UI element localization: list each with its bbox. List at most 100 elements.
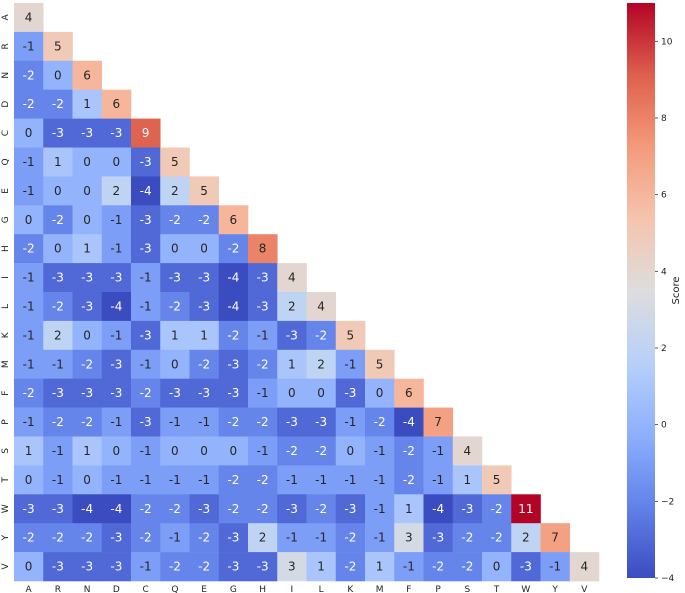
heatmap-cell-M-N (72, 349, 103, 379)
heatmap-cell-I-Q (160, 263, 190, 293)
heatmap-cell-value-N-R: 0 (54, 68, 62, 82)
heatmap-cell-Y-W (511, 523, 541, 553)
heatmap-cell-value-W-D: -4 (110, 502, 122, 516)
heatmap-cell-value-E-E: 5 (200, 184, 208, 198)
heatmap-cell-M-Q (160, 349, 190, 379)
heatmap-cell-value-F-A: -2 (23, 386, 35, 400)
heatmap-cell-V-C (131, 552, 161, 582)
heatmap-cell-F-D (101, 378, 132, 408)
heatmap-cell-P-M (365, 407, 395, 437)
heatmap-cell-value-K-A: -1 (23, 328, 35, 342)
x-tick-label-P: P (435, 585, 441, 593)
heatmap-cell-value-K-L: -2 (315, 328, 327, 342)
y-tick-label-M: M (1, 360, 11, 368)
heatmap-cell-G-E (189, 205, 220, 235)
heatmap-cell-value-M-E: -2 (198, 357, 210, 371)
heatmap-cell-T-G (218, 465, 249, 495)
heatmap-cell-H-N (72, 234, 103, 264)
heatmap-cell-M-R (43, 349, 73, 379)
heatmap-cell-V-G (218, 552, 249, 582)
heatmap-cell-value-V-L: 1 (317, 560, 325, 574)
heatmap-cell-value-V-A: 0 (25, 560, 33, 574)
heatmap-cell-value-P-N: -2 (81, 415, 93, 429)
heatmap-cell-value-F-C: -2 (140, 386, 152, 400)
heatmap-cell-M-L (306, 349, 337, 379)
heatmap-cell-value-W-K: -3 (344, 502, 356, 516)
heatmap-cell-N-A (14, 60, 44, 90)
y-tick-label-Q: Q (1, 158, 11, 165)
heatmap-cell-value-L-H: -3 (257, 299, 269, 313)
colorbar-tick-label: 8 (661, 114, 667, 124)
heatmap-cell-S-I (277, 436, 307, 466)
heatmap-cell-V-D (101, 552, 132, 582)
heatmap-cell-W-G (218, 494, 249, 524)
heatmap-cell-value-I-D: -3 (110, 271, 122, 285)
heatmap-cell-value-Y-D: -3 (110, 531, 122, 545)
heatmap-cell-V-I (277, 552, 307, 582)
heatmap-cell-A-A (14, 3, 44, 33)
heatmap-cell-V-F (394, 552, 424, 582)
heatmap-cell-value-Y-P: -3 (432, 531, 444, 545)
heatmap-cell-value-Y-N: -2 (81, 531, 93, 545)
heatmap-cell-value-P-M: -2 (374, 415, 386, 429)
heatmap-cell-P-H (248, 407, 278, 437)
x-tick-label-W: W (521, 585, 530, 593)
heatmap-cell-P-C (131, 407, 161, 437)
heatmap-cell-F-N (72, 378, 103, 408)
heatmap-cell-value-G-G: 6 (230, 213, 238, 227)
heatmap-cell-F-R (43, 378, 73, 408)
heatmap-cell-Q-A (14, 147, 44, 177)
heatmap-cell-value-R-A: -1 (23, 39, 35, 53)
heatmap-cell-K-D (101, 320, 132, 351)
heatmap-cell-value-N-N: 6 (83, 68, 91, 82)
heatmap-cell-K-Q (160, 320, 190, 351)
heatmap-cell-P-N (72, 407, 103, 437)
heatmap-cell-S-A (14, 436, 44, 466)
heatmap-cell-value-R-R: 5 (54, 39, 62, 53)
heatmap-cell-T-I (277, 465, 307, 495)
x-tick-label-F: F (406, 585, 411, 593)
heatmap-cell-V-H (248, 552, 278, 582)
heatmap-cell-W-H (248, 494, 278, 524)
heatmap-cell-value-Y-Y: 7 (551, 531, 559, 545)
heatmap-cell-value-S-R: -1 (52, 444, 64, 458)
heatmap-cell-value-A-A: 4 (25, 10, 33, 24)
heatmap-cell-S-L (306, 436, 337, 466)
heatmap-cell-value-T-G: -2 (227, 473, 239, 487)
heatmap-cell-Y-M (365, 523, 395, 553)
heatmap-cell-K-L (306, 320, 337, 351)
heatmap-cell-value-T-R: -1 (52, 473, 64, 487)
heatmap-cell-value-H-N: 1 (83, 242, 91, 256)
heatmap-cell-value-M-K: -1 (344, 357, 356, 371)
heatmap-cell-value-W-A: -3 (23, 502, 35, 516)
heatmap-cell-D-R (43, 89, 73, 119)
heatmap-cell-S-C (131, 436, 161, 466)
heatmap-cell-value-M-Q: 0 (171, 357, 179, 371)
heatmap-cell-value-Y-Q: -1 (169, 531, 181, 545)
heatmap-cell-value-L-R: -2 (52, 299, 64, 313)
heatmap-cell-T-P (423, 465, 454, 495)
heatmap-cell-Q-D (101, 147, 132, 177)
y-axis-tick-labels: A R N D C Q E G H I L K M F P S T W Y V (1, 14, 11, 570)
y-tick-label-F: F (1, 391, 11, 396)
heatmap-cell-F-C (131, 378, 161, 408)
x-tick-label-L: L (319, 585, 324, 593)
heatmap-cell-V-N (72, 552, 103, 582)
heatmap-cell-value-M-R: -1 (52, 357, 64, 371)
heatmap-cell-value-I-C: -1 (140, 271, 152, 285)
heatmap-cell-value-Q-A: -1 (23, 155, 35, 169)
heatmap-cell-value-I-A: -1 (23, 271, 35, 285)
heatmap-cell-L-H (248, 292, 278, 322)
heatmap-cell-value-L-G: -4 (227, 299, 239, 313)
heatmap-cell-G-G (218, 205, 249, 235)
heatmap-cell-F-F (394, 378, 424, 408)
x-tick-label-M: M (376, 585, 384, 593)
heatmap-cell-W-E (189, 494, 220, 524)
heatmap-cell-T-L (306, 465, 337, 495)
heatmap-cell-F-I (277, 378, 307, 408)
heatmap-cell-value-I-G: -4 (227, 271, 239, 285)
heatmap-cell-value-L-C: -1 (140, 299, 152, 313)
x-tick-label-E: E (201, 585, 207, 593)
heatmap-cell-value-S-P: -1 (432, 444, 444, 458)
heatmap-cell-I-C (131, 263, 161, 293)
